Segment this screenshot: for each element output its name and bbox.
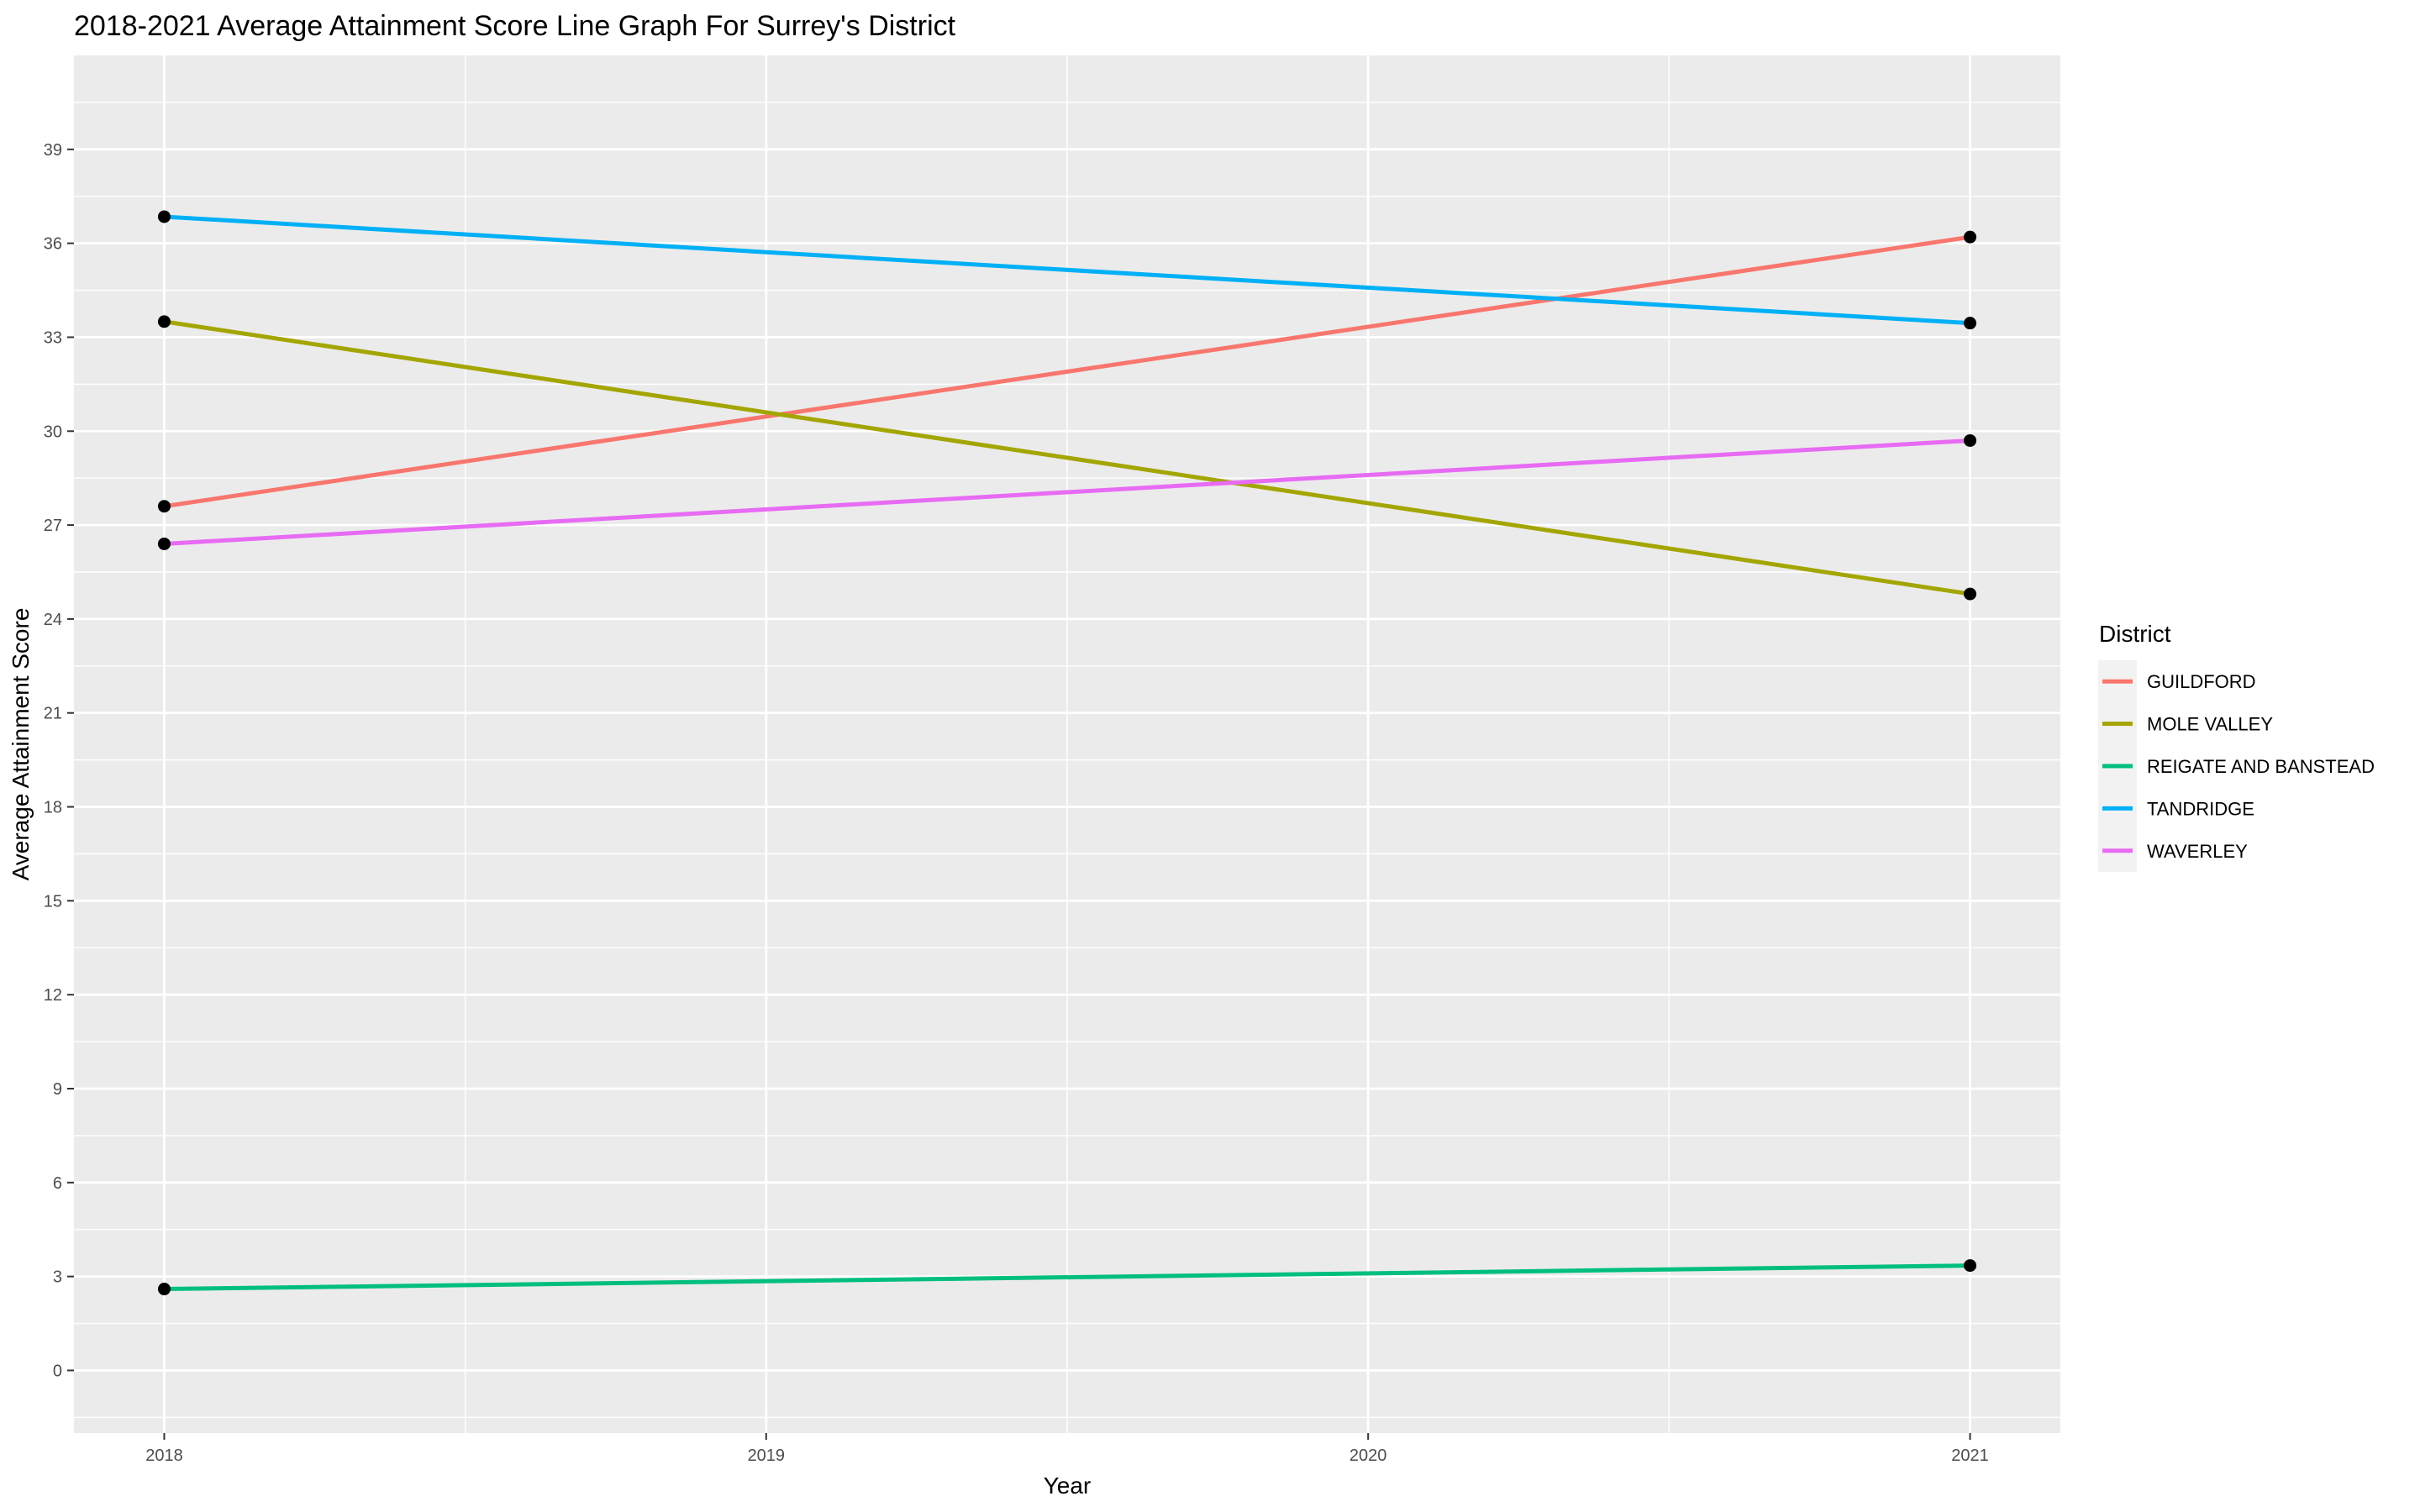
data-point-tandridge xyxy=(157,210,171,223)
x-axis: 2018 2019 2020 2021 xyxy=(145,1433,1989,1465)
x-tick-label: 2018 xyxy=(145,1446,183,1465)
y-tick-label: 36 xyxy=(44,235,62,254)
x-tick-label: 2021 xyxy=(1951,1446,1989,1465)
y-tick-label: 30 xyxy=(44,423,62,441)
y-axis-title: Average Attainment Score xyxy=(8,608,34,881)
data-point-tandridge xyxy=(1964,317,1977,330)
minor-gridlines xyxy=(74,55,2060,1433)
series-line-reigate-and-banstead xyxy=(164,1263,1970,1292)
y-tick-label: 39 xyxy=(44,141,62,160)
legend-label: REIGATE AND BANSTEAD xyxy=(2147,756,2375,777)
legend-label: TANDRIDGE xyxy=(2147,798,2254,819)
legend-items: GUILDFORD MOLE VALLEY REIGATE AND BANSTEAD… xyxy=(2102,671,2375,862)
data-point-reigate-and-banstead xyxy=(1964,1259,1977,1273)
series-line-guildford xyxy=(164,234,1970,509)
data-point-guildford xyxy=(157,500,171,513)
legend-label: MOLE VALLEY xyxy=(2147,714,2273,735)
y-tick-label: 0 xyxy=(53,1362,62,1380)
y-tick-label: 21 xyxy=(44,705,62,723)
data-point-waverley xyxy=(1964,433,1977,447)
y-tick-label: 12 xyxy=(44,986,62,1005)
major-gridlines xyxy=(74,55,2060,1433)
series-line-mole-valley xyxy=(164,319,1970,596)
series-line-waverley xyxy=(164,438,1970,546)
legend-title: District xyxy=(2099,621,2171,647)
data-point-guildford xyxy=(1964,230,1977,244)
chart-title: 2018-2021 Average Attainment Score Line … xyxy=(74,10,956,42)
y-tick-label: 15 xyxy=(44,892,62,911)
data-points xyxy=(157,210,1977,1296)
data-point-mole-valley xyxy=(157,315,171,328)
series-lines xyxy=(164,214,1970,1292)
y-tick-label: 9 xyxy=(53,1080,62,1099)
y-tick-label: 27 xyxy=(44,517,62,535)
data-point-mole-valley xyxy=(1964,587,1977,601)
y-tick-label: 33 xyxy=(44,328,62,347)
series-line-tandridge xyxy=(164,214,1970,326)
legend-label: GUILDFORD xyxy=(2147,671,2256,692)
x-tick-label: 2019 xyxy=(748,1446,786,1465)
x-tick-label: 2020 xyxy=(1349,1446,1387,1465)
data-point-waverley xyxy=(157,537,171,550)
data-point-reigate-and-banstead xyxy=(157,1283,171,1296)
y-tick-label: 3 xyxy=(53,1268,62,1287)
y-tick-label: 18 xyxy=(44,799,62,817)
x-axis-title: Year xyxy=(1044,1473,1092,1499)
legend: District GUILDFORD MOLE VALLEY REIGATE AND… xyxy=(2098,621,2375,872)
y-tick-label: 6 xyxy=(53,1174,62,1193)
y-tick-label: 24 xyxy=(44,611,62,629)
legend-label: WAVERLEY xyxy=(2147,841,2248,862)
